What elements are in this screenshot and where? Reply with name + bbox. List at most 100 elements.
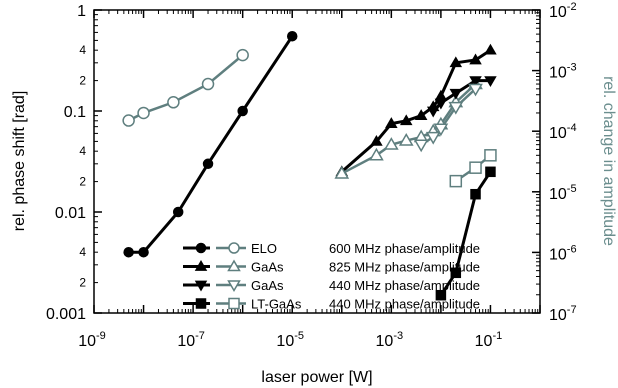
- x-tick-label: 10-7: [177, 330, 205, 350]
- y-left-minor-label: 4: [79, 245, 86, 259]
- data-point: [450, 267, 462, 279]
- legend-entry: ELO 600 MHz phase/amplitude: [183, 241, 480, 256]
- legend-description: 600 MHz phase/amplitude: [329, 241, 480, 256]
- y-left-minor-label: 2: [79, 74, 86, 88]
- data-point: [434, 89, 448, 101]
- data-point: [448, 101, 464, 115]
- axis-tick-labels: 10-9 10-7 10-5 10-3 10-1 1 0.1 0.01 0.001 4 2 4 2 4 2 1…: [46, 1, 577, 350]
- data-point: [468, 83, 483, 97]
- legend-marker-amplitude: [228, 297, 240, 310]
- axis-ticks: [93, 9, 541, 314]
- legend-marker-phase: [195, 298, 207, 309]
- data-point: [123, 246, 134, 258]
- series-lt-gaas-right-square: [449, 149, 497, 188]
- data-point: [469, 53, 482, 65]
- data-point: [413, 139, 429, 153]
- legend-marker-amplitude: [227, 259, 241, 272]
- y-right-tick-label: 10-2: [549, 1, 577, 21]
- series-elo-right-circle: [122, 48, 249, 127]
- x-tick-label: 10-5: [276, 330, 304, 350]
- legend-entry: LT-GaAs 440 MHz phase/amplitude: [183, 297, 480, 312]
- x-tick-label: 10-9: [78, 330, 106, 350]
- series-gaas-right-triangle-up: [334, 76, 483, 179]
- y-left-minor-label: 2: [79, 276, 86, 290]
- data-point: [426, 106, 440, 118]
- legend-label: GaAs: [251, 278, 284, 293]
- series-line: [340, 48, 492, 173]
- data-point: [484, 43, 497, 55]
- series-lt-gaas-left-square: [435, 166, 496, 301]
- y-left-minor-label: 4: [79, 144, 86, 158]
- data-point: [434, 98, 448, 110]
- legend-description: 440 MHz phase/amplitude: [329, 278, 480, 293]
- legend-label: LT-GaAs: [251, 297, 302, 312]
- legend-marker-amplitude: [228, 242, 240, 254]
- data-point: [172, 206, 184, 218]
- data-point: [383, 137, 399, 150]
- data-point: [414, 109, 428, 120]
- data-point: [449, 174, 463, 188]
- data-point: [425, 131, 441, 145]
- y-left-tick-label: 0.1: [64, 104, 86, 121]
- data-point: [202, 158, 214, 170]
- y-axis-title-right: rel. change in amplitude: [600, 76, 617, 246]
- legend-label: ELO: [251, 241, 277, 256]
- y-axis-title-left: rel. phase shift [rad]: [11, 91, 28, 232]
- data-point: [167, 96, 180, 109]
- plot-frame: [93, 9, 541, 314]
- y-left-minor-label: 4: [79, 43, 86, 57]
- y-right-tick-label: 10-4: [549, 122, 577, 142]
- series-elo-left-circle: [123, 30, 298, 258]
- data-point: [201, 77, 215, 91]
- y-left-tick-label: 0.001: [46, 306, 86, 323]
- data-point: [449, 88, 463, 100]
- legend-marker-phase: [194, 280, 208, 292]
- series-gaas-right-triangle-down: [413, 83, 483, 153]
- data-point: [485, 166, 496, 178]
- legend-description: 440 MHz phase/amplitude: [329, 297, 480, 312]
- y-right-tick-label: 10-5: [549, 183, 577, 203]
- data-point: [137, 106, 150, 120]
- series-line: [128, 35, 294, 254]
- data-point: [385, 117, 398, 128]
- data-point: [449, 56, 463, 68]
- data-point: [469, 161, 482, 174]
- data-point: [484, 76, 497, 88]
- legend: ELO 600 MHz phase/amplitude GaAs 825 MHz ph…: [183, 241, 480, 312]
- data-point: [469, 76, 482, 88]
- data-point: [484, 149, 497, 162]
- legend-entry: GaAs 825 MHz phase/amplitude: [183, 260, 480, 275]
- data-point: [398, 133, 414, 146]
- data-point: [435, 289, 447, 301]
- data-point: [122, 114, 135, 127]
- y-right-tick-label: 10-6: [549, 243, 577, 263]
- series-gaas-left-triangle-up: [335, 43, 497, 177]
- legend-marker-phase: [195, 242, 207, 254]
- data-point: [370, 134, 383, 146]
- y-left-minor-label: 2: [79, 175, 86, 189]
- data-point: [470, 188, 481, 200]
- x-tick-label: 10-1: [475, 330, 503, 350]
- data-point: [400, 114, 413, 126]
- series-line: [439, 170, 492, 297]
- legend-label: GaAs: [251, 260, 284, 275]
- y-right-tick-label: 10-3: [549, 62, 577, 82]
- legend-description: 825 MHz phase/amplitude: [329, 260, 480, 275]
- legend-entry: GaAs 440 MHz phase/amplitude: [183, 278, 480, 293]
- data-point: [236, 48, 249, 62]
- legend-marker-phase: [194, 260, 208, 271]
- data-point: [433, 123, 449, 137]
- data-point: [334, 166, 350, 179]
- y-right-tick-label: 10-7: [549, 304, 577, 324]
- series-layer: [122, 30, 497, 301]
- data-point: [237, 105, 248, 117]
- y-left-tick-label: 1: [77, 3, 86, 20]
- data-point: [138, 246, 149, 258]
- x-tick-label: 10-3: [376, 330, 404, 350]
- series-gaas-left-triangle-down: [426, 76, 497, 118]
- legend-marker-amplitude: [227, 280, 241, 292]
- y-left-tick-label: 0.01: [55, 205, 86, 222]
- data-point: [286, 30, 298, 42]
- data-point: [369, 147, 384, 161]
